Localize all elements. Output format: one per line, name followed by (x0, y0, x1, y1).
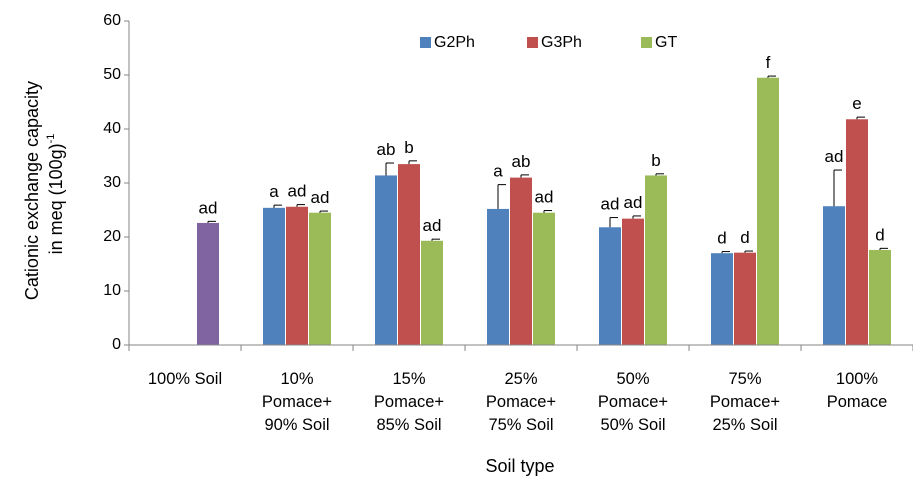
bar-g2ph (263, 207, 285, 345)
bar-g3ph (286, 206, 308, 345)
y-axis: 0 10 20 30 40 50 60 (103, 12, 130, 353)
significance-label: ad (624, 193, 643, 212)
significance-label: ad (535, 188, 554, 207)
y-axis-title: Cationic exchange capacity in meq (100g)… (22, 76, 66, 300)
category-label-line: 15% (392, 370, 425, 388)
bar-g3ph (398, 164, 420, 345)
category-label-line: Pomace+ (374, 393, 444, 411)
y-axis-title-superscript: -1 (45, 134, 57, 144)
category-label-line: Pomace (827, 393, 888, 411)
x-axis-title: Soil type (485, 456, 554, 476)
category-label-line: 75% (728, 370, 761, 388)
bar-g3ph (510, 177, 532, 345)
y-tick-label: 20 (103, 228, 121, 245)
legend-swatch (527, 37, 538, 48)
significance-label: ad (199, 198, 218, 217)
significance-label: d (740, 228, 749, 247)
bar-g2ph (375, 175, 397, 345)
legend-label: GT (655, 34, 677, 51)
category-label-line: Pomace+ (710, 393, 780, 411)
significance-label: ad (825, 147, 844, 166)
legend-swatch (641, 37, 652, 48)
category-label-line: 10% (280, 370, 313, 388)
category-label-line: 100% Soil (148, 370, 222, 388)
legend-swatch (420, 37, 431, 48)
y-tick-label: 0 (112, 336, 121, 353)
category-label: 100% Soil (148, 370, 222, 388)
bar-gt (309, 212, 331, 345)
category-label-line: Pomace+ (598, 393, 668, 411)
category-label-line: 100% (836, 370, 879, 388)
y-tick-label: 40 (103, 120, 121, 137)
category-label-line: Pomace+ (486, 393, 556, 411)
y-axis-title-line2: in meq (100g) (46, 143, 66, 254)
category-label: 50% Pomace+ 50% Soil (598, 370, 668, 434)
significance-label: ad (288, 182, 307, 201)
x-axis: 100% Soil 10% Pomace+ 90% Soil 15% Pomace+ 85%… (128, 344, 913, 434)
significance-label: e (852, 94, 861, 113)
bar-gt (757, 77, 779, 345)
bar-gt (421, 240, 443, 345)
y-tick-label: 60 (103, 12, 121, 29)
category-label: 10% Pomace+ 90% Soil (262, 370, 332, 434)
bar-soil (197, 222, 219, 345)
bars (197, 75, 891, 345)
legend: G2Ph G3Ph GT (420, 34, 677, 51)
significance-label: ad (423, 216, 442, 235)
category-label: 25% Pomace+ 75% Soil (486, 370, 556, 434)
category-label-line: 85% Soil (376, 416, 441, 434)
bar-gt (645, 175, 667, 345)
y-tick-label: 10 (103, 282, 121, 299)
category-label-line: 75% Soil (488, 416, 553, 434)
legend-label: G2Ph (434, 34, 475, 51)
category-label: 15% Pomace+ 85% Soil (374, 370, 444, 434)
significance-label: ad (311, 188, 330, 207)
significance-label: a (269, 182, 279, 201)
y-tick-label: 30 (103, 174, 121, 191)
bar-g2ph (711, 253, 733, 345)
category-label-line: 50% Soil (600, 416, 665, 434)
bar-gt (869, 249, 891, 345)
bar-g2ph (599, 227, 621, 345)
significance-label: d (717, 229, 726, 248)
legend-label: G3Ph (541, 34, 582, 51)
bar-g3ph (622, 218, 644, 345)
bar-g2ph (487, 208, 509, 345)
significance-label: ab (512, 152, 531, 171)
significance-label: ab (377, 140, 396, 159)
bar-g3ph (734, 252, 756, 345)
significance-label: f (766, 53, 771, 72)
significance-label: d (875, 225, 884, 244)
category-label-line: 25% Soil (712, 416, 777, 434)
significance-label: a (493, 162, 503, 181)
category-label: 75% Pomace+ 25% Soil (710, 370, 780, 434)
bar-g2ph (823, 206, 845, 345)
category-label-line: 25% (504, 370, 537, 388)
bar-g3ph (846, 119, 868, 345)
category-label: 100% Pomace (827, 370, 888, 411)
category-label-line: Pomace+ (262, 393, 332, 411)
significance-label: b (651, 151, 660, 170)
y-axis-title-line1: Cationic exchange capacity (22, 81, 42, 300)
significance-label: ad (601, 195, 620, 214)
category-label-line: 90% Soil (264, 416, 329, 434)
bar-gt (533, 212, 555, 345)
category-label-line: 50% (616, 370, 649, 388)
y-tick-label: 50 (103, 66, 121, 83)
significance-label: b (404, 138, 413, 157)
